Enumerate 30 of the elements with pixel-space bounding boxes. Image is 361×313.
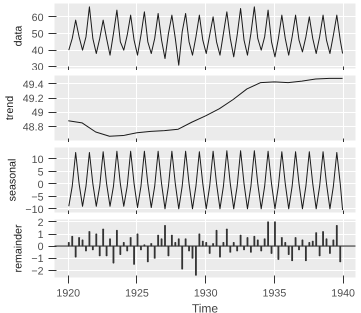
x-axis-title: Time bbox=[192, 302, 218, 313]
y-tick-label: 60 bbox=[32, 12, 44, 24]
y-axis-title: remainder bbox=[12, 224, 24, 272]
y-tick-label: −10 bbox=[25, 204, 44, 216]
x-tick-label: 1935 bbox=[262, 288, 286, 300]
y-tick-label: −5 bbox=[31, 191, 44, 204]
y-tick-label: 2 bbox=[38, 216, 44, 229]
y-tick-label: 40 bbox=[32, 45, 44, 58]
x-tick-label: 1925 bbox=[125, 288, 149, 300]
y-tick-label: 48.8 bbox=[22, 121, 44, 134]
y-tick-label: −1 bbox=[31, 253, 44, 266]
y-tick-label: 1 bbox=[38, 229, 44, 241]
x-tick-label: 1940 bbox=[331, 288, 356, 300]
y-tick-label: 49.4 bbox=[22, 78, 44, 91]
x-tick-label: 1920 bbox=[56, 288, 80, 300]
y-tick-label: 5 bbox=[38, 166, 44, 178]
y-tick-label: 50 bbox=[32, 28, 44, 40]
y-tick-label: 0 bbox=[38, 178, 44, 191]
line-series bbox=[68, 78, 344, 137]
y-axis-title: data bbox=[12, 26, 25, 46]
y-tick-label: 49.2 bbox=[22, 93, 44, 106]
y-tick-label: 49 bbox=[32, 107, 44, 120]
y-tick-label: 10 bbox=[32, 154, 44, 166]
x-tick-label: 1930 bbox=[194, 288, 218, 300]
y-tick-label: −2 bbox=[31, 265, 44, 278]
y-axis-title: trend bbox=[4, 96, 16, 120]
line-series bbox=[68, 6, 344, 66]
line-series bbox=[68, 150, 344, 210]
y-axis-title: seasonal bbox=[6, 158, 18, 202]
y-tick-label: 0 bbox=[38, 241, 44, 254]
